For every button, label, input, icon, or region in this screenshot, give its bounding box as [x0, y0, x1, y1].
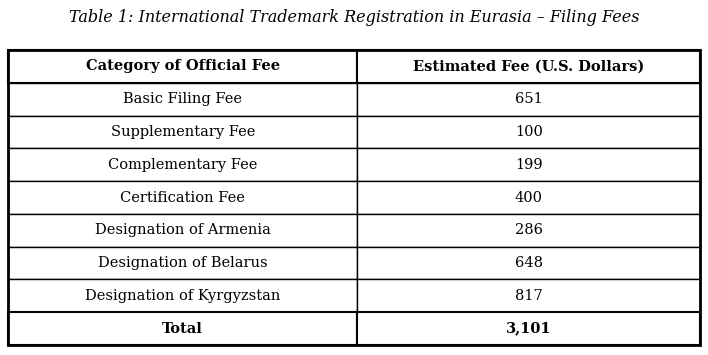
Bar: [8, 50, 358, 83]
Bar: [8, 148, 358, 181]
Text: Supplementary Fee: Supplementary Fee: [110, 125, 255, 139]
Text: Designation of Kyrgyzstan: Designation of Kyrgyzstan: [85, 289, 280, 303]
Text: Certification Fee: Certification Fee: [120, 191, 245, 204]
Bar: [8, 247, 358, 279]
Text: 286: 286: [515, 223, 543, 237]
Text: Complementary Fee: Complementary Fee: [108, 158, 258, 172]
Bar: [8, 181, 358, 214]
Text: 199: 199: [515, 158, 542, 172]
Bar: [8, 50, 700, 345]
Bar: [358, 83, 700, 116]
Text: Basic Filing Fee: Basic Filing Fee: [123, 92, 242, 106]
Bar: [8, 312, 358, 345]
Text: Table 1: International Trademark Registration in Eurasia – Filing Fees: Table 1: International Trademark Registr…: [69, 10, 639, 27]
Text: 100: 100: [515, 125, 542, 139]
Text: 817: 817: [515, 289, 542, 303]
Bar: [358, 214, 700, 247]
Bar: [358, 312, 700, 345]
Bar: [358, 279, 700, 312]
Bar: [8, 279, 358, 312]
Bar: [358, 181, 700, 214]
Bar: [358, 247, 700, 279]
Bar: [358, 148, 700, 181]
Text: Category of Official Fee: Category of Official Fee: [86, 59, 280, 73]
Text: Designation of Belarus: Designation of Belarus: [98, 256, 268, 270]
Text: 648: 648: [515, 256, 543, 270]
Bar: [358, 50, 700, 83]
Bar: [8, 116, 358, 148]
Bar: [358, 116, 700, 148]
Text: 3,101: 3,101: [506, 322, 552, 335]
Text: Estimated Fee (U.S. Dollars): Estimated Fee (U.S. Dollars): [413, 59, 644, 73]
Bar: [8, 83, 358, 116]
Bar: [8, 214, 358, 247]
Text: Designation of Armenia: Designation of Armenia: [95, 223, 270, 237]
Text: Total: Total: [162, 322, 203, 335]
Text: 651: 651: [515, 92, 542, 106]
Text: 400: 400: [515, 191, 543, 204]
